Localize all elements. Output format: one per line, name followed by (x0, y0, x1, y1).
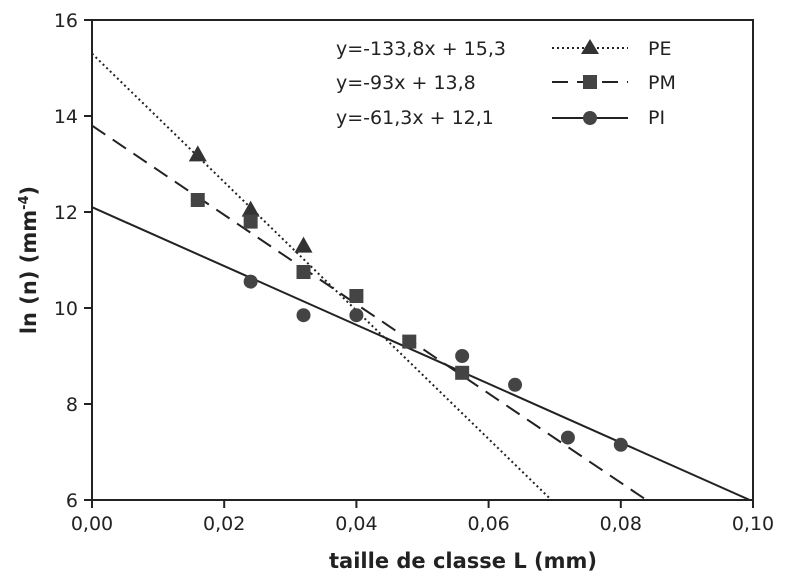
data-point-pi (560, 430, 575, 445)
x-tick-label: 0,00 (71, 513, 113, 535)
data-point-pi (508, 377, 523, 392)
y-tick-label: 8 (66, 394, 78, 416)
legend-marker-pe (581, 39, 599, 54)
data-point-pi (243, 274, 258, 289)
legend-marker-pm (583, 75, 597, 89)
y-tick-label: 10 (54, 298, 78, 320)
x-tick-label: 0,08 (600, 513, 642, 535)
legend-equation-pe: y=-133,8x + 15,3 (336, 38, 506, 60)
x-tick-label: 0,04 (335, 513, 377, 535)
data-point-pe (188, 145, 207, 162)
data-point-pe (294, 236, 313, 253)
data-point-pm (243, 214, 258, 229)
x-tick-label: 0,10 (732, 513, 774, 535)
x-tick-label: 0,06 (467, 513, 509, 535)
plot-frame (91, 19, 754, 501)
y-tick-label: 12 (54, 202, 78, 224)
y-tick-label: 16 (54, 10, 78, 32)
data-point-pi (349, 308, 364, 323)
y-axis-title-close: ) (17, 186, 41, 196)
legend-label-pe: PE (648, 38, 671, 60)
data-point-pi (455, 349, 470, 363)
y-axis-title-main: ln (n) (mm (17, 210, 41, 334)
data-point-pm (296, 265, 311, 279)
legend-marker-pi (583, 111, 597, 125)
data-point-pi (613, 437, 628, 452)
x-axis: 0,00 0,02 0,04 0,06 0,08 0,10 (71, 500, 774, 535)
x-tick-label: 0,02 (203, 513, 245, 535)
fit-line-pi (92, 206, 751, 500)
legend-label-pi: PI (648, 107, 665, 129)
fit-line-pe (92, 52, 553, 500)
legend: y=-133,8x + 15,3 y=-93x + 13,8 y=-61,3x … (336, 38, 676, 129)
y-tick-label: 6 (66, 490, 78, 512)
legend-equation-pi: y=-61,3x + 12,1 (336, 107, 494, 129)
data-point-pm (402, 334, 417, 349)
legend-equation-pm: y=-93x + 13,8 (336, 72, 476, 94)
data-markers (188, 145, 628, 452)
data-point-pi (296, 308, 311, 323)
y-tick-label: 14 (54, 106, 78, 128)
legend-label-pm: PM (648, 72, 676, 94)
y-axis-title-exponent: -4 (17, 195, 32, 209)
data-point-pm (349, 289, 364, 303)
fit-lines (92, 52, 751, 500)
x-axis-title: taille de classe L (mm) (329, 549, 597, 573)
data-point-pm (455, 365, 470, 380)
fit-line-pm (92, 124, 647, 500)
y-axis-title: ln (n) (mm-4) (17, 186, 41, 334)
data-point-pe (241, 200, 260, 217)
y-axis: 6 8 10 12 14 16 (54, 10, 92, 512)
data-point-pm (190, 193, 205, 207)
